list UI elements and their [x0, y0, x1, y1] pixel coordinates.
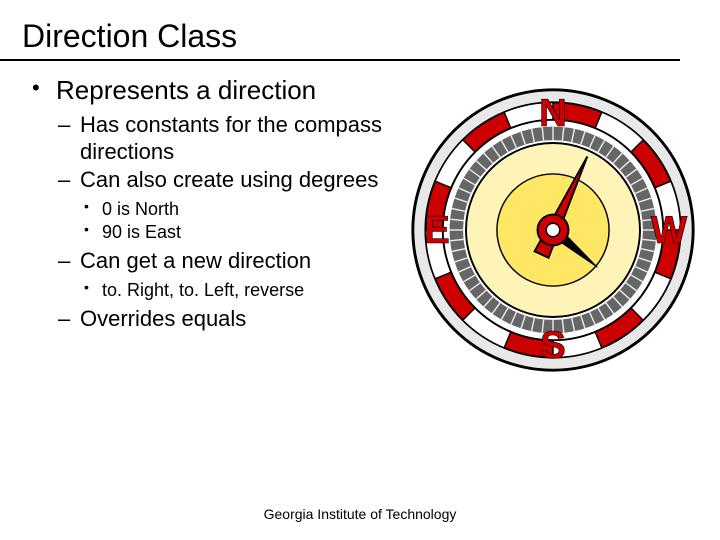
- bullet-l2-text: Can also create using degrees: [80, 167, 378, 192]
- text-column: Represents a direction Has constants for…: [28, 75, 398, 335]
- bullet-l2-text: Can get a new direction: [80, 248, 311, 273]
- bullet-l2: Can get a new direction to. Right, to. L…: [56, 248, 398, 302]
- svg-text:S: S: [540, 324, 566, 367]
- bullet-l2: Can also create using degrees 0 is North…: [56, 167, 398, 244]
- content-area: Represents a direction Has constants for…: [0, 61, 720, 335]
- bullet-l3: 0 is North: [80, 198, 398, 221]
- svg-text:W: W: [651, 209, 688, 252]
- bullet-l2: Overrides equals: [56, 306, 398, 333]
- bullet-l1-text: Represents a direction: [56, 75, 316, 105]
- slide-title: Direction Class: [0, 0, 680, 61]
- svg-text:E: E: [424, 209, 450, 252]
- footer-text: Georgia Institute of Technology: [0, 506, 720, 522]
- bullet-l1: Represents a direction Has constants for…: [28, 75, 398, 333]
- svg-text:N: N: [539, 92, 567, 135]
- bullet-l3: 90 is East: [80, 221, 398, 244]
- compass-container: NSEW: [398, 75, 710, 335]
- compass-diagram: N S E W: [408, 85, 698, 375]
- bullet-l3: to. Right, to. Left, reverse: [80, 279, 398, 302]
- bullet-l2: Has constants for the compass directions: [56, 112, 398, 166]
